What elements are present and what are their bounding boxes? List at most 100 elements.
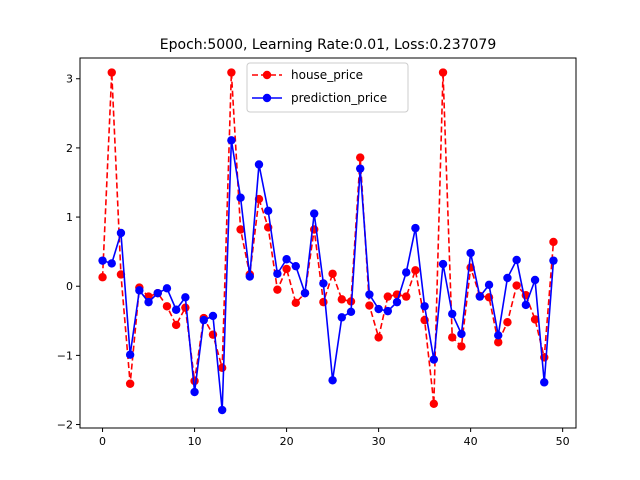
data-point-prediction_price-8 xyxy=(171,305,181,314)
data-point-prediction_price-0 xyxy=(98,256,107,265)
legend-marker-house_price xyxy=(262,70,272,80)
data-point-prediction_price-12 xyxy=(208,311,218,321)
data-point-prediction_price-34 xyxy=(411,223,420,233)
data-point-prediction_price-43 xyxy=(494,331,503,340)
data-point-prediction_price-49 xyxy=(549,256,558,265)
data-point-prediction_price-35 xyxy=(420,302,429,311)
legend-label-house_price: house_price xyxy=(291,68,363,82)
data-point-prediction_price-32 xyxy=(392,297,402,307)
data-point-house_price-44 xyxy=(503,317,512,327)
data-point-prediction_price-29 xyxy=(365,290,374,299)
data-point-house_price-25 xyxy=(328,269,337,278)
data-point-house_price-47 xyxy=(530,315,540,324)
data-point-prediction_price-45 xyxy=(512,255,521,265)
data-point-prediction_price-27 xyxy=(346,307,356,317)
data-point-house_price-39 xyxy=(457,342,466,351)
series-line-prediction_price xyxy=(102,140,555,411)
data-point-house_price-7 xyxy=(162,302,172,311)
data-point-prediction_price-41 xyxy=(475,292,485,301)
data-point-prediction_price-25 xyxy=(328,376,337,385)
data-point-prediction_price-26 xyxy=(337,313,346,322)
data-point-house_price-29 xyxy=(365,301,374,310)
series-layer xyxy=(98,68,558,415)
data-point-house_price-0 xyxy=(98,273,107,282)
data-point-house_price-8 xyxy=(171,320,181,330)
data-point-house_price-19 xyxy=(273,285,282,294)
y-tick-label: −2 xyxy=(57,419,73,432)
y-tick-label: 3 xyxy=(66,73,73,86)
data-point-prediction_price-30 xyxy=(374,304,383,314)
data-point-prediction_price-3 xyxy=(125,350,135,359)
data-point-prediction_price-11 xyxy=(199,315,208,325)
data-point-prediction_price-14 xyxy=(227,136,236,145)
data-point-house_price-36 xyxy=(429,399,439,408)
plot-frame xyxy=(79,57,577,429)
x-tick-label: 40 xyxy=(464,435,478,448)
data-point-house_price-43 xyxy=(494,338,503,347)
data-point-house_price-30 xyxy=(374,333,383,342)
y-tick-label: −1 xyxy=(57,349,73,362)
data-point-prediction_price-10 xyxy=(190,387,199,397)
data-point-house_price-34 xyxy=(411,266,420,275)
data-point-prediction_price-48 xyxy=(540,378,549,387)
y-tick-label: 1 xyxy=(66,211,73,224)
data-point-prediction_price-31 xyxy=(383,306,393,316)
x-tick-label: 10 xyxy=(188,435,202,448)
data-point-house_price-28 xyxy=(356,153,365,162)
y-tick-label: 0 xyxy=(66,280,73,293)
data-point-prediction_price-16 xyxy=(245,272,254,281)
data-point-prediction_price-36 xyxy=(429,355,439,364)
data-point-prediction_price-47 xyxy=(530,275,540,285)
data-point-prediction_price-6 xyxy=(153,288,162,298)
data-point-house_price-12 xyxy=(208,330,218,339)
data-point-prediction_price-15 xyxy=(236,193,245,202)
data-point-prediction_price-18 xyxy=(263,206,273,216)
chart-title: Epoch:5000, Learning Rate:0.01, Loss:0.2… xyxy=(160,37,496,53)
data-point-prediction_price-28 xyxy=(356,164,365,173)
data-point-prediction_price-23 xyxy=(310,209,319,218)
data-point-prediction_price-13 xyxy=(217,405,227,415)
x-tick-label: 30 xyxy=(372,435,386,448)
data-point-prediction_price-17 xyxy=(254,160,264,169)
data-point-prediction_price-42 xyxy=(484,280,494,290)
series-house_price xyxy=(98,68,558,408)
data-point-house_price-3 xyxy=(125,379,135,388)
data-point-prediction_price-1 xyxy=(107,259,116,268)
data-point-house_price-2 xyxy=(116,270,126,279)
data-point-house_price-37 xyxy=(438,68,448,77)
data-point-house_price-21 xyxy=(291,298,300,308)
data-point-prediction_price-24 xyxy=(319,279,328,288)
x-tick-label: 0 xyxy=(99,435,106,448)
data-point-prediction_price-7 xyxy=(162,284,172,293)
data-point-prediction_price-19 xyxy=(273,269,282,278)
data-point-house_price-38 xyxy=(448,333,457,342)
legend-marker-prediction_price xyxy=(262,93,272,103)
data-point-prediction_price-20 xyxy=(282,255,291,264)
data-point-prediction_price-46 xyxy=(521,300,531,310)
data-point-prediction_price-38 xyxy=(448,309,457,319)
data-point-house_price-33 xyxy=(402,292,411,301)
axes-layer: 0 10 20 30 40 50 −2 −1 0 1 2 3 xyxy=(57,73,570,448)
data-point-prediction_price-2 xyxy=(116,228,126,238)
x-tick-label: 20 xyxy=(280,435,294,448)
data-point-house_price-31 xyxy=(383,292,393,301)
data-point-house_price-49 xyxy=(549,237,558,247)
legend: house_price prediction_price xyxy=(246,62,409,113)
y-tick-label: 2 xyxy=(66,142,73,155)
data-point-prediction_price-22 xyxy=(300,288,310,298)
series-line-house_price xyxy=(101,72,555,404)
data-point-house_price-14 xyxy=(227,68,236,77)
legend-label-prediction_price: prediction_price xyxy=(291,91,387,105)
x-tick-label: 50 xyxy=(556,435,570,448)
data-point-prediction_price-9 xyxy=(181,293,190,302)
data-point-prediction_price-33 xyxy=(402,268,411,277)
data-point-prediction_price-37 xyxy=(438,259,448,269)
data-point-prediction_price-44 xyxy=(503,273,512,283)
data-point-house_price-24 xyxy=(319,297,328,307)
series-prediction_price xyxy=(98,136,558,415)
data-point-prediction_price-39 xyxy=(457,329,466,339)
data-point-house_price-45 xyxy=(512,281,521,290)
data-point-house_price-9 xyxy=(181,303,190,312)
data-point-prediction_price-40 xyxy=(466,248,475,258)
